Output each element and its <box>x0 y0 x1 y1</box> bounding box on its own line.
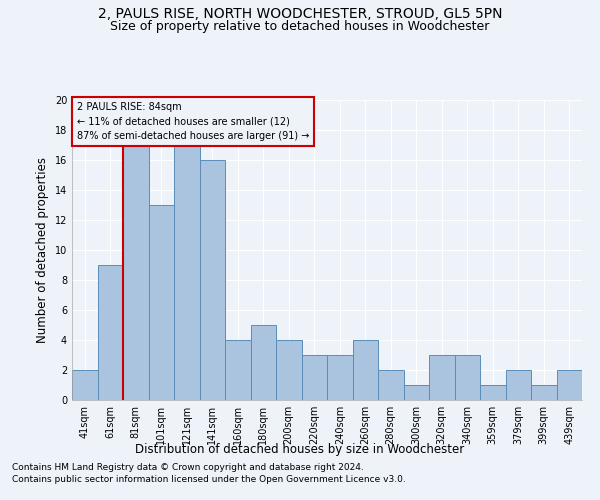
Bar <box>557 370 582 400</box>
Text: 2 PAULS RISE: 84sqm
← 11% of detached houses are smaller (12)
87% of semi-detach: 2 PAULS RISE: 84sqm ← 11% of detached ho… <box>77 102 310 141</box>
Bar <box>72 370 97 400</box>
Bar <box>199 160 225 400</box>
Bar <box>276 340 302 400</box>
Bar <box>174 145 199 400</box>
Bar <box>302 355 327 400</box>
Bar <box>353 340 378 400</box>
Text: Size of property relative to detached houses in Woodchester: Size of property relative to detached ho… <box>110 20 490 33</box>
Bar <box>123 145 149 400</box>
Bar <box>225 340 251 400</box>
Text: Distribution of detached houses by size in Woodchester: Distribution of detached houses by size … <box>136 442 464 456</box>
Bar <box>97 265 123 400</box>
Bar <box>378 370 404 400</box>
Bar <box>455 355 480 400</box>
Y-axis label: Number of detached properties: Number of detached properties <box>36 157 49 343</box>
Bar <box>327 355 353 400</box>
Text: 2, PAULS RISE, NORTH WOODCHESTER, STROUD, GL5 5PN: 2, PAULS RISE, NORTH WOODCHESTER, STROUD… <box>98 8 502 22</box>
Bar <box>505 370 531 400</box>
Text: Contains HM Land Registry data © Crown copyright and database right 2024.: Contains HM Land Registry data © Crown c… <box>12 464 364 472</box>
Bar <box>251 325 276 400</box>
Bar <box>531 385 557 400</box>
Bar <box>429 355 455 400</box>
Text: Contains public sector information licensed under the Open Government Licence v3: Contains public sector information licen… <box>12 475 406 484</box>
Bar <box>149 205 174 400</box>
Bar <box>480 385 505 400</box>
Bar <box>404 385 429 400</box>
